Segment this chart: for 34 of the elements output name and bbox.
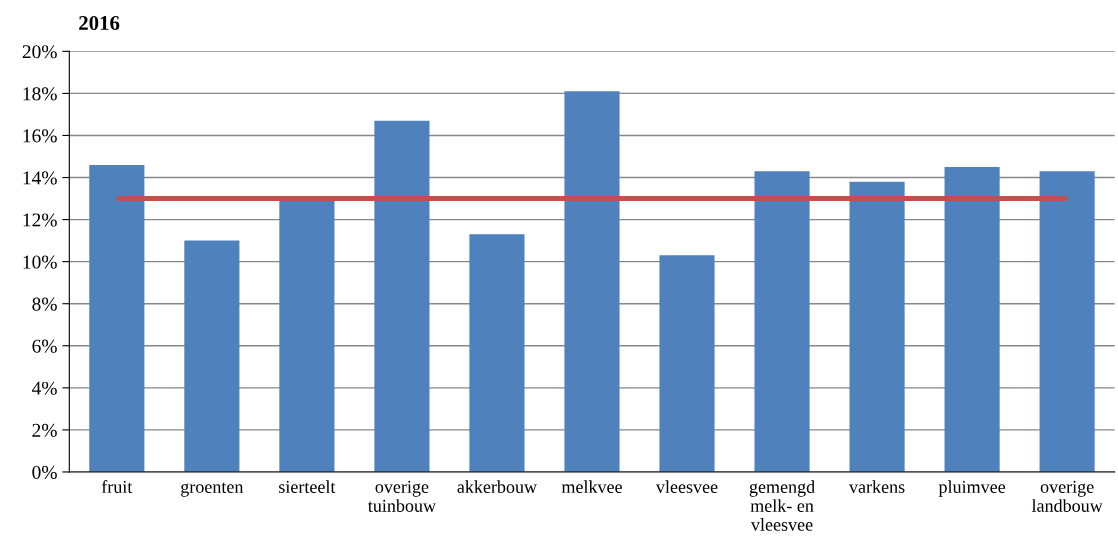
bar: [564, 91, 620, 472]
x-tick-label: overige landbouw: [1031, 480, 1103, 512]
bar: [849, 181, 905, 472]
y-tick-label: 6%: [32, 339, 57, 353]
y-tick-label: 12%: [23, 213, 57, 227]
y-tick-label: 8%: [32, 297, 57, 311]
y-tick-label: 16%: [23, 129, 57, 143]
x-tick-label: varkens: [848, 480, 905, 493]
y-tick-label: 20%: [22, 45, 57, 59]
y-tick-label: 10%: [23, 255, 57, 269]
y-tick-label: 4%: [31, 381, 57, 395]
x-tick-label: fruit: [101, 480, 133, 493]
bar: [279, 198, 335, 472]
y-tick-label: 18%: [23, 87, 57, 101]
x-tick-label: groenten: [181, 482, 244, 497]
y-tick-label: 14%: [23, 171, 57, 185]
x-tick-label: pluimvee: [938, 480, 1006, 497]
y-tick-label: 0%: [32, 465, 57, 479]
x-tick-label: vleesvee: [655, 480, 718, 493]
bar: [374, 120, 430, 472]
x-tick-label: akkerbouw: [457, 480, 537, 493]
bar: [1039, 171, 1095, 472]
x-tick-label: sierteelt: [279, 480, 336, 493]
x-tick-label: overige tuinbouw: [367, 480, 436, 512]
x-tick-label: melkvee: [561, 480, 622, 493]
bar: [184, 240, 240, 472]
y-tick-label: 2%: [32, 423, 57, 437]
bar: [659, 255, 715, 472]
bar: [754, 171, 810, 472]
bar: [944, 167, 1000, 472]
bar: [469, 234, 525, 472]
bar: [89, 164, 145, 472]
x-tick-label: gemengd melk- en vleesvee: [749, 480, 815, 531]
chart-title: 2016: [79, 16, 120, 31]
